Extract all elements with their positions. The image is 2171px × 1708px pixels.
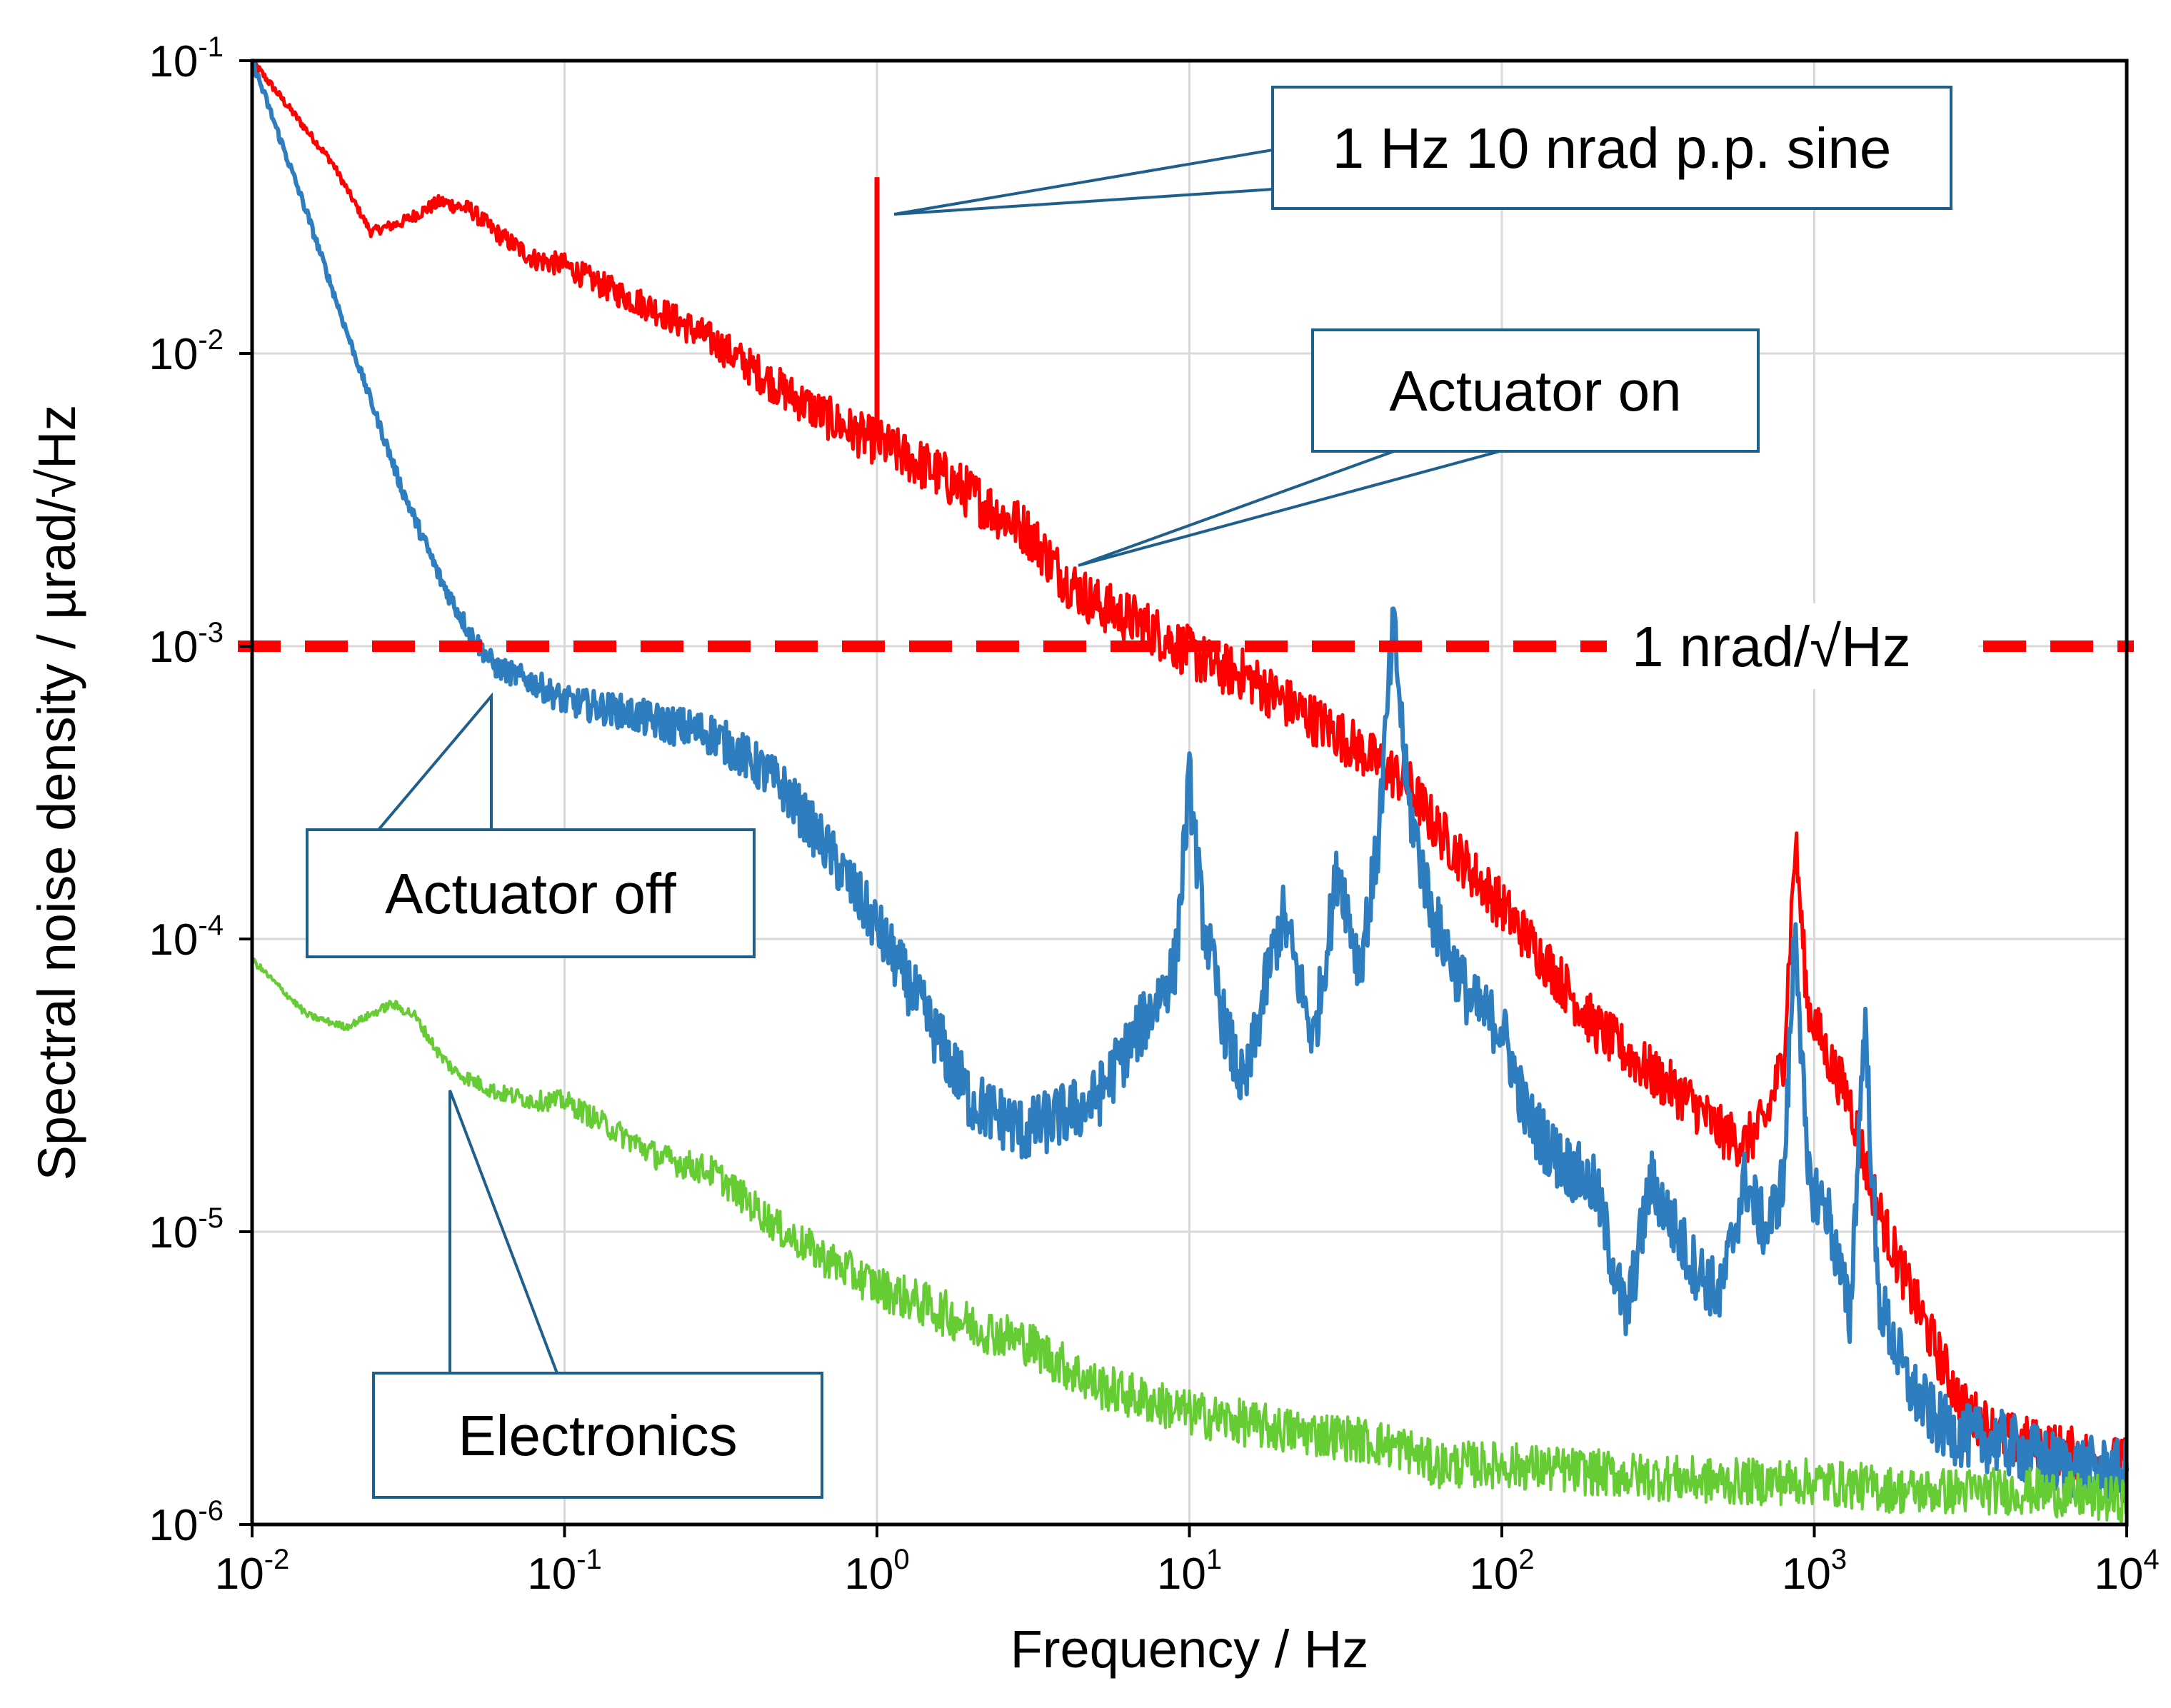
callout-label: Actuator on bbox=[1389, 359, 1681, 423]
y-tick-label: 10-1 bbox=[149, 31, 224, 86]
callout-box bbox=[306, 828, 756, 958]
series-electronics bbox=[251, 957, 2128, 1526]
y-tick-label: 10-5 bbox=[149, 1202, 224, 1257]
callout-label: 1 Hz 10 nrad p.p. sine bbox=[1333, 116, 1892, 180]
callout-label: Electronics bbox=[458, 1404, 737, 1467]
x-tick-label: 102 bbox=[1469, 1544, 1534, 1599]
callout-pointer bbox=[448, 1090, 558, 1374]
y-tick-label: 10-2 bbox=[149, 324, 224, 379]
callout-pointer bbox=[377, 692, 493, 831]
x-tick-label: 101 bbox=[1157, 1544, 1222, 1599]
reference-line-layer: 1 nrad/√Hz bbox=[238, 603, 2134, 689]
callout-box bbox=[372, 1372, 823, 1499]
y-tick-label: 10-4 bbox=[149, 910, 224, 965]
reference-line-label: 1 nrad/√Hz bbox=[1632, 615, 1911, 678]
x-tick-label: 100 bbox=[844, 1544, 909, 1599]
callout-pointer bbox=[893, 149, 1273, 216]
annotations-layer: 1 Hz 10 nrad p.p. sine Actuator on Actuato… bbox=[306, 86, 1952, 1499]
y-tick-label: 10-6 bbox=[149, 1495, 224, 1550]
callout-sine: 1 Hz 10 nrad p.p. sine bbox=[893, 86, 1952, 216]
callout-label: Actuator off bbox=[385, 862, 676, 925]
x-tick-label: 103 bbox=[1782, 1544, 1847, 1599]
callout-actuator-off: Actuator off bbox=[306, 692, 756, 958]
reference-label-bg bbox=[1607, 603, 1978, 689]
series-actuator-off bbox=[250, 59, 2129, 1504]
callout-box bbox=[1271, 86, 1952, 210]
series-layer bbox=[250, 59, 2129, 1526]
callout-pointer bbox=[1078, 450, 1500, 567]
callout-electronics: Electronics bbox=[372, 1090, 823, 1499]
series-actuator-on bbox=[250, 59, 2129, 1488]
y-tick-label: 10-3 bbox=[149, 617, 224, 672]
callout-box bbox=[1311, 328, 1760, 453]
axis-ticks: 10-2 10-1 100 101 102 103 104 10-1 10-2 10-3 10-4 1… bbox=[149, 31, 2159, 1599]
x-axis-title: Frequency / Hz bbox=[1011, 1619, 1369, 1679]
callout-actuator-on: Actuator on bbox=[1078, 328, 1760, 567]
y-axis-title: Spectral noise density / µrad/√Hz bbox=[27, 405, 86, 1181]
x-tick-label: 10-1 bbox=[527, 1544, 602, 1599]
x-tick-label: 104 bbox=[2094, 1544, 2159, 1599]
x-tick-label: 10-2 bbox=[215, 1544, 290, 1599]
